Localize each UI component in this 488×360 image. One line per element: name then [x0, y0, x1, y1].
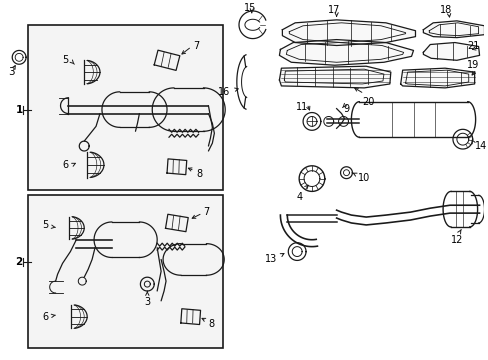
Text: 10: 10: [358, 172, 370, 183]
Text: 16: 16: [218, 87, 230, 97]
Text: 4: 4: [295, 192, 302, 202]
Text: 1: 1: [16, 105, 23, 114]
Text: 3: 3: [144, 297, 150, 307]
Text: 3: 3: [8, 67, 15, 77]
Text: 7: 7: [203, 207, 209, 217]
Text: 8: 8: [196, 169, 203, 179]
Text: 20: 20: [361, 97, 374, 107]
Bar: [28, 25, 223, 190]
Polygon shape: [279, 66, 390, 88]
Polygon shape: [400, 68, 474, 88]
Text: 9: 9: [343, 104, 349, 114]
Polygon shape: [423, 42, 479, 60]
Text: 6: 6: [62, 160, 68, 170]
Text: 15: 15: [243, 3, 256, 13]
Text: 12: 12: [450, 235, 462, 245]
Text: 8: 8: [208, 319, 214, 329]
Text: 14: 14: [474, 141, 486, 151]
Bar: [28, 195, 223, 348]
Text: 11: 11: [295, 102, 307, 112]
Text: 6: 6: [42, 312, 49, 321]
Text: 21: 21: [466, 41, 479, 51]
Text: 17: 17: [327, 5, 339, 15]
Polygon shape: [282, 20, 415, 45]
Text: 7: 7: [193, 41, 200, 50]
Text: 5: 5: [62, 55, 68, 65]
Text: 19: 19: [467, 60, 479, 70]
Text: 2: 2: [16, 257, 23, 267]
Polygon shape: [423, 21, 484, 37]
Text: 13: 13: [264, 255, 277, 265]
Text: 5: 5: [42, 220, 49, 230]
Polygon shape: [279, 40, 413, 65]
Text: 18: 18: [439, 5, 451, 15]
